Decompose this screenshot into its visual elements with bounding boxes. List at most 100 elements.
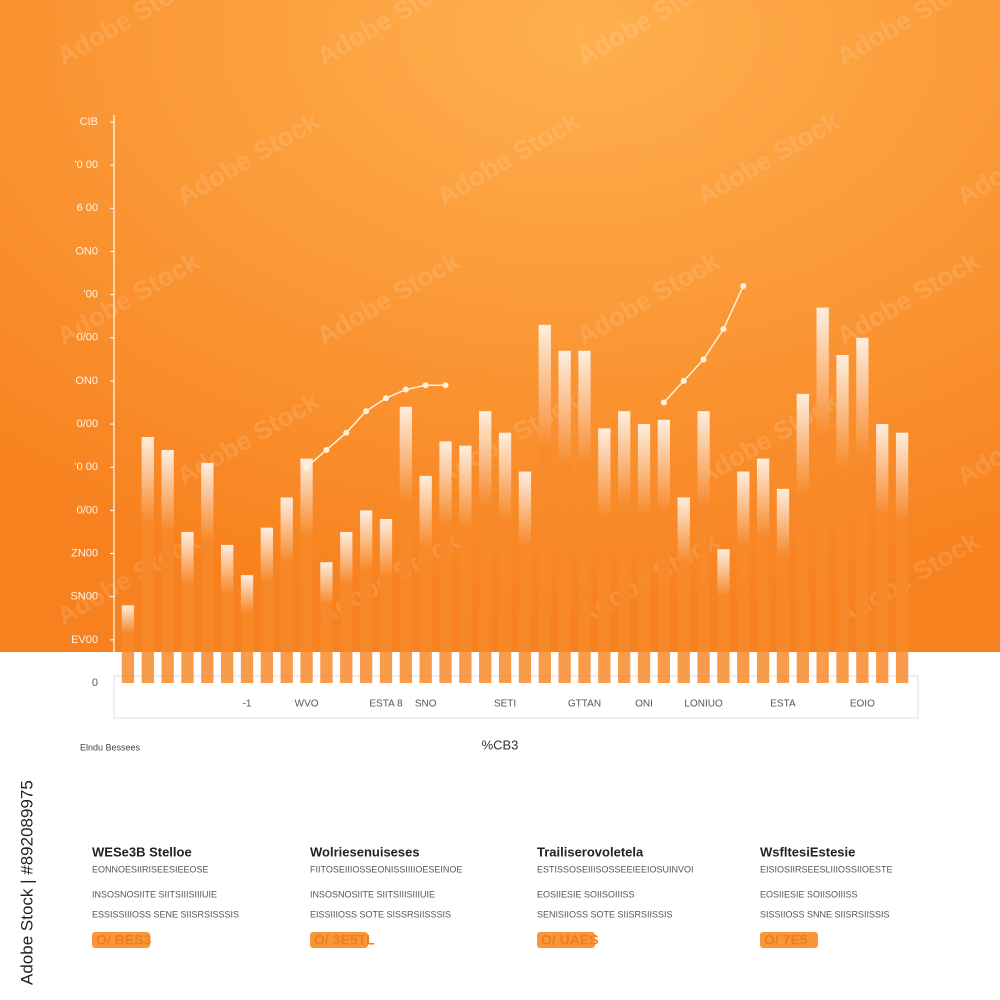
bar-group [836, 355, 849, 683]
bar-group [379, 519, 393, 683]
bar-highlight [637, 424, 651, 683]
bar-highlight [240, 575, 254, 683]
bar-highlight [399, 406, 412, 683]
bar-group [756, 458, 770, 683]
y-tick-label: 0 [92, 677, 98, 689]
x-tick-label: SNO [415, 699, 437, 710]
y-tick-label: ZN00 [71, 547, 98, 559]
card-tag-pill [760, 932, 818, 948]
x-tick-label: ESTA [770, 699, 796, 710]
line-point [442, 382, 449, 389]
y-tick-label: 0/00 [77, 504, 98, 516]
card-line: ESSISSIIIOSS SENE SIISRSISSSIS [92, 909, 239, 919]
bar-group [598, 428, 611, 683]
line-point [660, 399, 667, 406]
bar-highlight [578, 350, 591, 683]
bar-group [181, 531, 194, 683]
bar-highlight [201, 462, 214, 683]
bar-highlight [776, 488, 790, 683]
bar-highlight [379, 519, 393, 683]
bar-group [737, 471, 750, 683]
bar-highlight [737, 471, 750, 683]
bar-highlight [498, 432, 512, 683]
card-line: FIITOSEIIIOSSEONISSIIIIOESEINOE [310, 864, 462, 874]
bar-group [657, 419, 671, 683]
card-tag-pill [537, 932, 595, 948]
card-line: EOSIIESIE SOIISOIIISS [537, 889, 635, 899]
bar-group [538, 324, 551, 683]
line-point [740, 282, 747, 289]
bar-highlight [300, 458, 313, 683]
y-tick-label: CIB [80, 116, 98, 128]
x-tick-label: LONIUO [684, 699, 723, 710]
card-line: EOSIIESIE SOIISOIIISS [760, 889, 858, 899]
bar-group [717, 549, 730, 683]
card-title: WsfltesiEstesie [760, 844, 855, 859]
card-title: WESe3B Stelloe [92, 844, 192, 859]
bar-group [697, 411, 710, 683]
bar-group [121, 605, 135, 683]
line-point [700, 356, 707, 363]
bar-highlight [359, 510, 373, 683]
card-title: Trailiserovoletela [537, 844, 644, 859]
x-tick-label: SETI [494, 699, 516, 710]
bar-group [518, 471, 532, 683]
bar-group [677, 497, 690, 683]
bar-highlight [419, 475, 432, 683]
note: Elndu Bessees [80, 742, 141, 752]
x-axis-label: %CB3 [482, 737, 519, 752]
bar-highlight [260, 527, 274, 683]
bar-highlight [895, 432, 909, 683]
line-point [363, 408, 370, 415]
bar-group [796, 393, 809, 683]
bar-highlight [717, 549, 730, 683]
bar-highlight [618, 411, 631, 683]
card-line: SISSIIOSS SNNE SIISRSIISSIS [760, 909, 890, 919]
bar-group [240, 575, 254, 683]
line-point [680, 377, 687, 384]
line-point [402, 386, 409, 393]
line-point [323, 446, 330, 453]
bar-highlight [141, 437, 154, 683]
bar-group [876, 424, 889, 683]
bar-group [320, 562, 333, 683]
bar-highlight [836, 355, 849, 683]
y-tick-label: ON0 [75, 375, 98, 387]
y-tick-label: SN00 [70, 591, 98, 603]
card-title: Wolriesenuiseses [310, 844, 420, 859]
card-tag-pill [92, 932, 150, 948]
card-tag-pill [310, 932, 368, 948]
line-point [382, 395, 389, 402]
bar-group [260, 527, 274, 683]
card-line: ESTISSOSEIIISOSSEEIEEIOSUINVOI [537, 864, 694, 874]
bar-group [141, 437, 154, 683]
bar-highlight [439, 441, 452, 683]
bar-group [479, 411, 492, 683]
y-tick-label: '0 00 [74, 159, 98, 171]
bar-group [776, 488, 790, 683]
card-tag: O/ 3E5TL [314, 932, 375, 948]
bar-highlight [518, 471, 532, 683]
bar-group [558, 350, 571, 683]
bar-highlight [221, 544, 234, 683]
cards: WESe3B Stelloe EONNOESIIRISEESIEEOSE INSOS… [92, 844, 893, 948]
line-point [303, 464, 310, 471]
line-point [422, 382, 429, 389]
card-line: SENISIIOSS SOTE SIISRSIISSIS [537, 909, 673, 919]
y-tick-label: ON0 [75, 245, 98, 257]
bar-highlight [459, 445, 472, 683]
x-tick-label: -1 [243, 699, 252, 710]
bar-group [340, 531, 353, 683]
bar-highlight [876, 424, 889, 683]
bar-highlight [677, 497, 690, 683]
x-tick-label: ONI [635, 699, 653, 710]
line-point [720, 326, 727, 333]
y-tick-label: '0 00 [74, 461, 98, 473]
bar-highlight [340, 531, 353, 683]
bar-group [578, 350, 591, 683]
x-tick-label: GTTAN [568, 699, 601, 710]
bar-highlight [756, 458, 770, 683]
bar-highlight [181, 531, 194, 683]
bar-group [399, 406, 412, 683]
